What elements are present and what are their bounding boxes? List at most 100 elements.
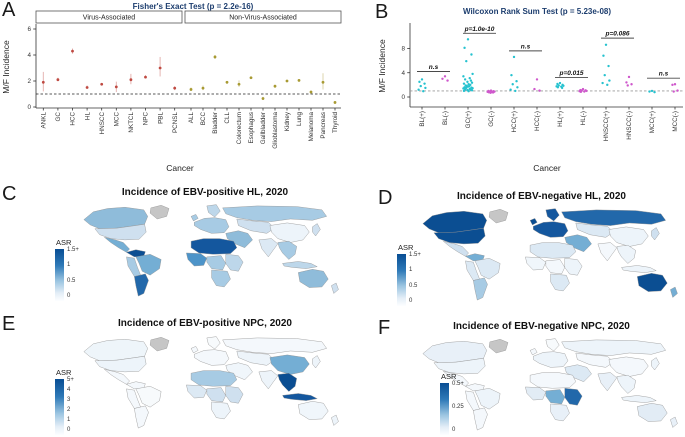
legend-tick: 0 [409,297,413,304]
region-colombia_venezuela [465,253,485,262]
significance-label: p=1.0e-10 [464,26,495,33]
panel-f-world-map [422,338,678,431]
jitter-point [514,89,517,93]
x-tick-label: PBL [157,112,164,124]
jitter-point [533,87,536,91]
region-japan [312,223,321,237]
panel-c-legend-title: ASR [56,238,72,247]
jitter-point [510,73,513,77]
region-southeast_asia [616,375,636,394]
jitter-point [602,54,605,57]
region-west_africa [525,386,547,401]
region-new_zealand [670,416,678,428]
jitter-point [648,90,651,93]
facet-strip-nonvirus [184,10,342,24]
region-middle_east [564,234,592,252]
y-tick-label: 2 [27,78,31,85]
region-china [608,356,649,377]
panel-c-title: Incidence of EBV-positive HL, 2020 [121,187,289,198]
region-india [597,242,618,262]
jitter-point [471,86,474,90]
data-point [297,78,301,82]
legend-tick: 0.25 [452,404,464,410]
region-southern_africa [211,269,231,288]
region-uk [190,214,199,222]
panel-e-title: Incidence of EBV-positive NPC, 2020 [118,318,292,329]
jitter-point [471,72,474,76]
significance-label: n.s [521,43,531,50]
data-point [144,75,147,79]
jitter-point [560,86,564,90]
jitter-point [562,84,565,87]
panel-f-legend: ASR 0.5+ 0.25 0 [440,372,464,435]
x-tick-label: HL(-) [580,111,587,125]
jitter-point [463,78,467,81]
legend-tick: 1.5+ [409,252,421,258]
region-argentina_chile [134,273,149,297]
region-central_asia [236,218,275,234]
x-tick-label: MCC [114,112,121,127]
legend-tick: 0.5+ [452,381,464,387]
region-uk [529,218,538,226]
panel-a-scatter-plot: Fisher's Exact Test (p = 2.2e-16) Virus-… [1,2,342,173]
region-uk [529,348,538,356]
jitter-point [469,79,473,82]
region-colombia_venezuela [126,249,146,258]
jitter-point [603,73,606,77]
legend-tick: 0 [452,427,456,433]
region-china [608,226,649,247]
panel-label-c: C [2,183,17,205]
region-scandinavia [206,336,221,350]
x-tick-label: ALL [188,112,195,124]
x-tick-label: HL [84,112,91,121]
x-tick-label: ANKL [40,112,47,129]
facet-strip-nonvirus-label: Non-Virus-Associated [229,15,297,22]
panel-label-b: B [375,1,389,23]
y-tick-label: 6 [27,26,31,33]
region-mexico_central_america [104,369,130,385]
region-argentina_chile [473,407,488,431]
region-india [597,372,618,392]
region-east_africa [225,386,244,404]
region-colombia_venezuela [126,381,146,390]
region-indonesia [282,393,318,401]
data-point [114,85,118,89]
legend-tick: 2 [67,407,71,413]
region-scandinavia [206,204,221,218]
jitter-point [601,81,604,85]
data-point [56,78,60,82]
x-tick-label: CLL [224,112,231,124]
region-central_africa [206,255,226,271]
panel-e-legend-title: ASR [56,368,72,377]
data-point [41,80,45,84]
panel-e-legend: ASR 5+ 4 3 2 1 0 [55,368,74,435]
jitter-point [653,90,656,94]
region-mexico_central_america [443,241,469,257]
region-australia [298,269,329,288]
region-japan [312,355,321,369]
region-central_asia [236,350,275,366]
legend-tick: 5+ [67,377,74,383]
panel-d-legend: ASR 1.5+ 1 0.5 0 [397,243,421,306]
jitter-point [673,83,677,86]
jitter-point [608,79,611,82]
panel-d-title: Incidence of EBV-negative HL, 2020 [457,191,626,202]
jitter-point [630,83,633,86]
panel-e-legend-gradient [55,379,64,435]
jitter-point [420,78,424,81]
jitter-point [466,85,470,88]
data-point [100,82,104,86]
panel-d-legend-gradient [397,254,406,306]
jitter-point [462,89,466,93]
x-tick-label: Esophagus [248,112,255,144]
x-tick-label: BCC [200,112,207,126]
region-east_africa [564,388,583,406]
legend-tick: 1 [409,267,413,274]
x-tick-label: Bladder [212,112,219,134]
region-japan [651,357,660,371]
facet-strip-virus-label: Virus-Associated [83,15,136,22]
jitter-point [467,90,470,93]
jitter-point [462,82,466,85]
panel-b-ylabel: M/F Incidence [377,39,387,93]
